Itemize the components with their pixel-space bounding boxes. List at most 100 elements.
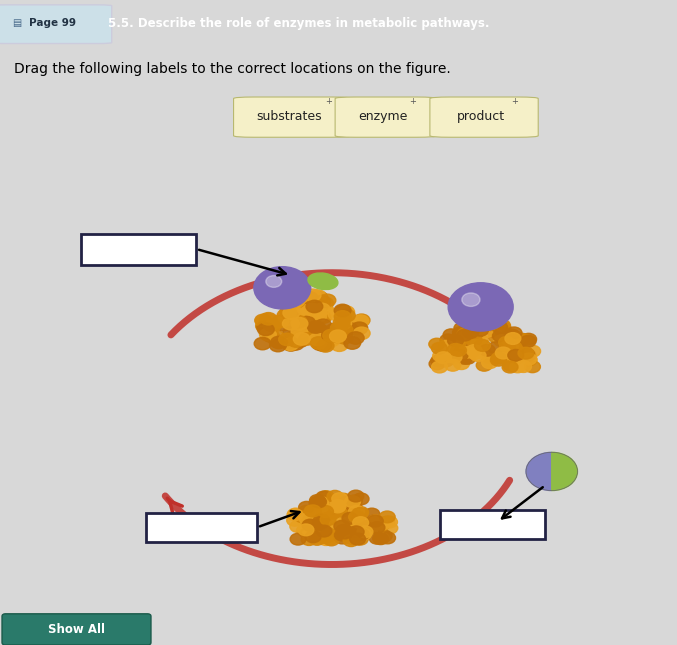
Circle shape [288, 297, 305, 310]
Circle shape [336, 326, 353, 338]
Circle shape [470, 350, 486, 361]
Circle shape [334, 521, 350, 532]
Circle shape [351, 521, 368, 532]
Circle shape [261, 323, 278, 335]
Circle shape [318, 337, 334, 350]
Circle shape [506, 341, 522, 353]
Circle shape [334, 532, 350, 544]
Circle shape [348, 526, 364, 538]
Circle shape [349, 511, 364, 523]
Circle shape [516, 334, 531, 346]
FancyBboxPatch shape [146, 513, 257, 542]
Circle shape [329, 504, 345, 515]
Circle shape [309, 533, 325, 545]
Circle shape [288, 308, 305, 321]
Circle shape [285, 331, 302, 343]
Circle shape [294, 511, 311, 522]
Circle shape [275, 319, 292, 331]
Circle shape [293, 333, 310, 345]
Circle shape [433, 350, 449, 362]
Circle shape [462, 326, 479, 339]
Circle shape [506, 342, 522, 354]
Circle shape [291, 326, 308, 338]
FancyBboxPatch shape [440, 510, 545, 539]
Circle shape [335, 317, 351, 330]
Circle shape [336, 524, 351, 536]
Circle shape [452, 350, 468, 361]
Circle shape [509, 332, 525, 344]
Circle shape [503, 339, 519, 351]
Circle shape [458, 346, 473, 359]
Circle shape [353, 528, 369, 541]
Circle shape [313, 325, 330, 337]
Circle shape [498, 348, 514, 359]
Text: enzyme: enzyme [358, 110, 408, 123]
Circle shape [462, 338, 478, 350]
Circle shape [379, 511, 395, 523]
Circle shape [368, 515, 383, 527]
Text: substrates: substrates [256, 110, 322, 123]
FancyBboxPatch shape [234, 97, 352, 137]
Circle shape [464, 333, 480, 345]
Circle shape [476, 359, 492, 371]
Circle shape [315, 517, 331, 528]
Circle shape [311, 323, 328, 336]
Circle shape [495, 322, 511, 333]
Circle shape [525, 345, 540, 357]
FancyBboxPatch shape [335, 97, 437, 137]
Circle shape [301, 323, 318, 336]
Circle shape [267, 315, 284, 328]
Circle shape [287, 514, 303, 526]
Circle shape [464, 324, 481, 337]
Circle shape [322, 528, 337, 540]
Circle shape [350, 533, 366, 545]
Circle shape [311, 295, 327, 307]
Circle shape [263, 321, 280, 333]
Circle shape [313, 497, 329, 508]
Circle shape [466, 315, 482, 327]
Circle shape [326, 323, 343, 336]
Circle shape [334, 505, 349, 517]
Circle shape [488, 342, 504, 353]
Circle shape [510, 361, 525, 373]
Circle shape [462, 293, 480, 306]
Circle shape [315, 510, 332, 522]
Circle shape [283, 307, 300, 319]
Circle shape [310, 306, 326, 319]
Circle shape [353, 517, 368, 528]
Circle shape [309, 308, 326, 320]
Circle shape [343, 535, 359, 546]
Circle shape [494, 335, 510, 346]
Circle shape [313, 501, 330, 512]
Circle shape [320, 513, 336, 526]
Circle shape [299, 316, 315, 329]
Circle shape [305, 531, 321, 542]
Circle shape [330, 501, 346, 513]
Text: +: + [511, 97, 518, 106]
Circle shape [284, 310, 301, 322]
Circle shape [336, 493, 351, 505]
Circle shape [350, 526, 366, 538]
Circle shape [348, 514, 364, 526]
Circle shape [516, 361, 531, 372]
Circle shape [300, 306, 317, 319]
Circle shape [467, 348, 483, 359]
Circle shape [519, 348, 535, 360]
Circle shape [355, 520, 372, 531]
Circle shape [291, 330, 308, 343]
Circle shape [376, 530, 392, 542]
Circle shape [336, 510, 351, 521]
Circle shape [319, 294, 336, 306]
Circle shape [432, 361, 447, 373]
Circle shape [503, 337, 519, 348]
Circle shape [318, 506, 333, 517]
Circle shape [352, 315, 369, 328]
Circle shape [290, 521, 306, 532]
Circle shape [307, 306, 324, 319]
Circle shape [475, 311, 492, 323]
Text: Show All: Show All [48, 623, 105, 636]
Circle shape [348, 490, 364, 502]
Circle shape [453, 344, 469, 356]
Circle shape [304, 289, 321, 301]
Circle shape [492, 330, 508, 342]
